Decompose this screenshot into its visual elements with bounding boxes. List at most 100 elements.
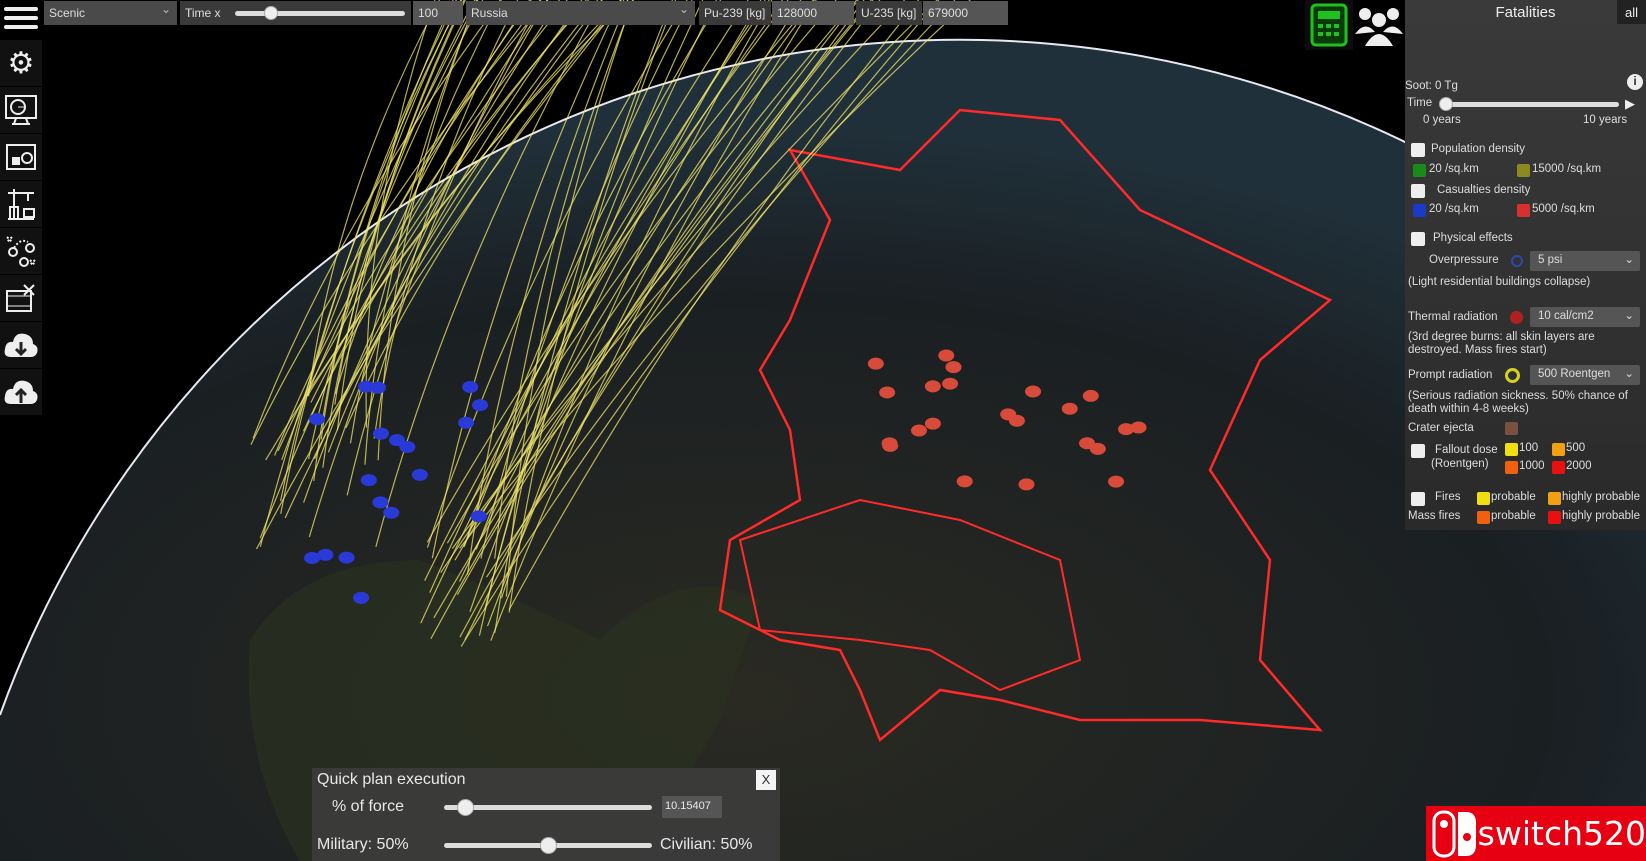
military-civilian-knob[interactable]	[540, 837, 557, 854]
population-density-checkbox[interactable]	[1411, 143, 1425, 157]
trajectory-line	[365, 0, 436, 428]
physical-effects-checkbox[interactable]	[1411, 232, 1425, 246]
nato-target-marker	[388, 434, 405, 447]
trajectory-line	[303, 0, 560, 503]
force-slider-knob[interactable]	[456, 799, 474, 816]
force-input[interactable]: 10.15407	[662, 796, 722, 818]
force-slider[interactable]	[444, 805, 652, 810]
time-slider[interactable]	[1447, 102, 1619, 107]
time-start: 0 years	[1423, 114, 1461, 126]
earth-surface	[0, 39, 1646, 861]
u-value: 679000	[928, 6, 969, 20]
thermal-desc: (3rd degree burns: all skin layers are d…	[1408, 331, 1595, 356]
fallout-1000-swatch	[1505, 461, 1518, 474]
calculator-icon	[1310, 3, 1348, 47]
quick-plan-panel: Quick plan execution X % of force 10.154…	[312, 768, 780, 861]
video-edit-button[interactable]	[0, 275, 42, 321]
watermark-text: switch520	[1477, 814, 1646, 853]
download-button[interactable]	[0, 322, 42, 368]
u-label: U-235 [kg]	[856, 1, 922, 25]
earth-horizon	[0, 38, 1646, 716]
thermal-select[interactable]: 10 cal/cm2	[1530, 307, 1640, 327]
calculator-button[interactable]	[1305, 0, 1353, 50]
crater-label: Crater ejecta	[1408, 422, 1474, 434]
overpressure-ring-icon	[1511, 255, 1523, 267]
trajectory-line	[364, 0, 478, 465]
russia-target-marker	[945, 361, 962, 374]
trajectory-line	[483, 0, 717, 611]
trajectory-line	[307, 0, 441, 397]
construction-button[interactable]	[0, 181, 42, 227]
dashboard-button[interactable]	[0, 87, 42, 133]
trajectory-line	[252, 0, 502, 439]
time-multiplier-input[interactable]: 100	[413, 1, 463, 25]
population-button[interactable]	[1353, 2, 1405, 48]
trajectory-line	[469, 0, 762, 612]
overpressure-desc: (Light residential buildings collapse)	[1408, 276, 1591, 288]
cas-high-label: 5000 /sq.km	[1532, 203, 1595, 215]
missile-trajectories	[250, 0, 971, 647]
country-select[interactable]: Russia	[466, 1, 695, 25]
upload-button[interactable]	[0, 369, 42, 415]
fallout-checkbox[interactable]	[1411, 444, 1425, 458]
trajectory-line	[259, 0, 479, 547]
play-icon[interactable]: ▶	[1625, 96, 1635, 111]
trajectory-line	[345, 0, 622, 429]
mass-fires-highly-swatch	[1548, 511, 1561, 524]
trajectory-line	[346, 0, 542, 496]
fallout-100-swatch	[1505, 443, 1518, 456]
mass-fires-label: Mass fires	[1408, 510, 1461, 522]
all-button[interactable]: all	[1617, 0, 1646, 24]
russia-target-marker	[879, 386, 896, 399]
russia-target-marker	[1130, 421, 1147, 434]
download-icon	[4, 333, 38, 357]
fallout-500: 500	[1566, 442, 1586, 454]
time-multiplier-knob[interactable]	[264, 6, 279, 20]
mass-fires-probable-swatch	[1477, 511, 1490, 524]
nato-target-marker	[338, 551, 355, 564]
nato-target-marker	[353, 591, 370, 604]
time-multiplier-group: Time x	[180, 1, 411, 25]
close-button[interactable]: X	[756, 770, 776, 790]
menu-button[interactable]	[2, 2, 40, 38]
trajectory-line	[459, 0, 881, 638]
planning-button[interactable]	[0, 134, 42, 180]
settings-button[interactable]: ⚙	[0, 40, 42, 86]
prompt-select[interactable]: 500 Roentgen	[1530, 365, 1640, 385]
russia-target-marker	[1082, 389, 1099, 402]
time-multiplier-value: 100	[418, 6, 439, 20]
russia-target-marker	[867, 357, 884, 370]
trajectory-line	[334, 0, 531, 394]
pu-value: 128000	[777, 6, 818, 20]
pu-input[interactable]: 128000	[772, 1, 854, 25]
time-multiplier-slider[interactable]	[235, 11, 405, 16]
time-slider-knob[interactable]	[1439, 97, 1453, 111]
fires-checkbox[interactable]	[1411, 492, 1425, 506]
fires-highly-probable: highly probable	[1562, 491, 1641, 503]
military-label: Military: 50%	[317, 836, 409, 853]
strategy-button[interactable]	[0, 228, 42, 274]
pu-label: Pu-239 [kg]	[699, 1, 771, 25]
trajectory-line	[464, 0, 865, 640]
casualties-density-checkbox[interactable]	[1411, 184, 1425, 198]
people-icon	[1355, 8, 1403, 46]
trajectory-line	[451, 0, 938, 549]
info-icon[interactable]: i	[1627, 74, 1643, 90]
view-mode-select[interactable]: Scenic	[44, 1, 177, 25]
trajectory-line	[424, 0, 789, 581]
fallout-500-swatch	[1552, 443, 1565, 456]
russia-target-marker	[1000, 408, 1017, 421]
physical-effects-label: Physical effects	[1433, 232, 1513, 244]
fires-probable-swatch	[1477, 492, 1490, 505]
overpressure-select[interactable]: 5 psi	[1530, 251, 1640, 271]
trajectory-line	[500, 0, 773, 599]
construction-icon	[8, 189, 35, 220]
trajectory-line	[308, 0, 484, 460]
u-input[interactable]: 679000	[923, 1, 1008, 25]
mass-fires-highly-probable: highly probable	[1562, 510, 1641, 522]
prompt-value: 500 Roentgen	[1538, 368, 1611, 380]
trajectory-line	[310, 0, 590, 403]
trajectory-line	[431, 0, 621, 559]
russia-target-marker	[881, 437, 898, 450]
